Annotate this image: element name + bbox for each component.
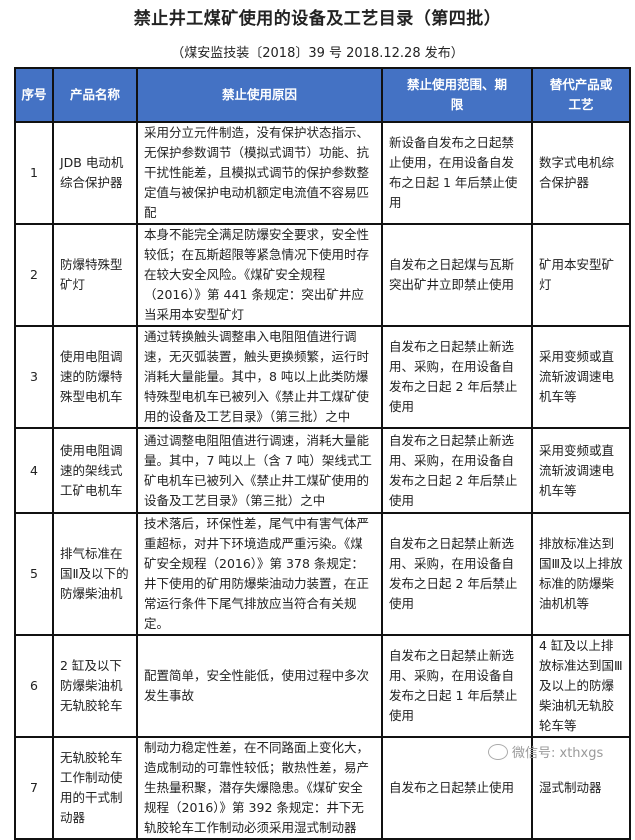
- equipment-table: 序号 产品名称 禁止使用原因 禁止使用范围、期限 替代产品或工艺 1 JDB 电动…: [14, 67, 631, 840]
- row-number: 5: [14, 512, 54, 636]
- product-name: JDB 电动机综合保护器: [52, 121, 138, 225]
- ban-scope: 自发布之日起禁止新选用、采购，在用设备自发布之日起 2 年后禁止使用: [381, 427, 533, 514]
- product-name: 防爆特殊型矿灯: [52, 223, 138, 327]
- header-scope: 禁止使用范围、期限: [381, 67, 533, 123]
- ban-reason: 通过转换触头调整串入电阻阻值进行调速，无灭弧装置，触头更换频繁，运行时消耗大量能…: [136, 325, 383, 429]
- ban-reason: 配置简单，安全性能低，使用过程中多次发生事故: [136, 634, 383, 738]
- header-no: 序号: [14, 67, 54, 123]
- table-row: 4 使用电阻调速的架线式工矿电机车 通过调整电阻阻值进行调速，消耗大量能量。其中，7…: [14, 427, 631, 514]
- product-name: 2 缸及以下防爆柴油机无轨胶轮车: [52, 634, 138, 738]
- header-reason: 禁止使用原因: [136, 67, 383, 123]
- product-name: 排气标准在国Ⅱ及以下的防爆柴油机: [52, 512, 138, 636]
- alternative: 采用变频或直流斩波调速电机车等: [531, 325, 631, 429]
- row-number: 2: [14, 223, 54, 327]
- table-row: 2 防爆特殊型矿灯 本身不能完全满足防爆安全要求，安全性较低；在瓦斯超限等紧急情况下…: [14, 223, 631, 327]
- ban-scope: 新设备自发布之日起禁止使用，在用设备自发布之日起 1 年后禁止使用: [381, 121, 533, 225]
- document-title: 禁止井工煤矿使用的设备及工艺目录（第四批）: [133, 9, 502, 29]
- watermark: 微信号: xthxgs: [488, 742, 603, 761]
- ban-scope: 自发布之日起禁止新选用、采购，在用设备自发布之日起 2 年后禁止使用: [381, 512, 533, 636]
- ban-scope: 自发布之日起煤与瓦斯突出矿井立即禁止使用: [381, 223, 533, 327]
- document-subtitle: （煤安监技装〔2018〕39 号 2018.12.28 发布）: [171, 46, 464, 61]
- alternative: 采用变频或直流斩波调速电机车等: [531, 427, 631, 514]
- row-number: 1: [14, 121, 54, 225]
- product-name: 无轨胶轮车工作制动使用的干式制动器: [52, 736, 138, 840]
- product-name: 使用电阻调速的架线式工矿电机车: [52, 427, 138, 514]
- table-row: 3 使用电阻调速的防爆特殊型电机车 通过转换触头调整串入电阻阻值进行调速，无灭弧装置…: [14, 325, 631, 429]
- alternative: 排放标准达到国Ⅲ及以上排放标准的防爆柴油机机等: [531, 512, 631, 636]
- ban-reason: 通过调整电阻阻值进行调速，消耗大量能量。其中，7 吨以上（含 7 吨）架线式工矿…: [136, 427, 383, 514]
- table-row: 1 JDB 电动机综合保护器 采用分立元件制造，没有保护状态指示、无保护参数调节（模…: [14, 121, 631, 225]
- watermark-text: 微信号: xthxgs: [512, 746, 604, 761]
- table-row: 5 排气标准在国Ⅱ及以下的防爆柴油机 技术落后，环保性差，尾气中有害气体严重超标，对…: [14, 512, 631, 636]
- ban-reason: 本身不能完全满足防爆安全要求，安全性较低；在瓦斯超限等紧急情况下使用时存在较大安…: [136, 223, 383, 327]
- row-number: 7: [14, 736, 54, 840]
- header-alternative: 替代产品或工艺: [531, 67, 631, 123]
- alternative: 4 缸及以上排放标准达到国Ⅲ及以上的防爆柴油机无轨胶轮车等: [531, 634, 631, 738]
- table-header-row: 序号 产品名称 禁止使用原因 禁止使用范围、期限 替代产品或工艺: [14, 67, 631, 123]
- ban-reason: 技术落后，环保性差，尾气中有害气体严重超标，对井下环境造成严重污染。《煤矿安全规…: [136, 512, 383, 636]
- row-number: 4: [14, 427, 54, 514]
- header-product-name: 产品名称: [52, 67, 138, 123]
- ban-reason: 采用分立元件制造，没有保护状态指示、无保护参数调节（模拟式调节）功能、抗干扰性能…: [136, 121, 383, 225]
- alternative: 数字式电机综合保护器: [531, 121, 631, 225]
- ban-scope: 自发布之日起禁止新选用、采购，在用设备自发布之日起 1 年后禁止使用: [381, 634, 533, 738]
- ban-reason: 制动力稳定性差，在不同路面上变化大，造成制动的可靠性较低；散热性差，易产生热量积…: [136, 736, 383, 840]
- row-number: 6: [14, 634, 54, 738]
- alternative: 矿用本安型矿灯: [531, 223, 631, 327]
- ban-scope: 自发布之日起禁止新选用、采购，在用设备自发布之日起 2 年后禁止使用: [381, 325, 533, 429]
- wechat-icon: [488, 743, 508, 760]
- row-number: 3: [14, 325, 54, 429]
- product-name: 使用电阻调速的防爆特殊型电机车: [52, 325, 138, 429]
